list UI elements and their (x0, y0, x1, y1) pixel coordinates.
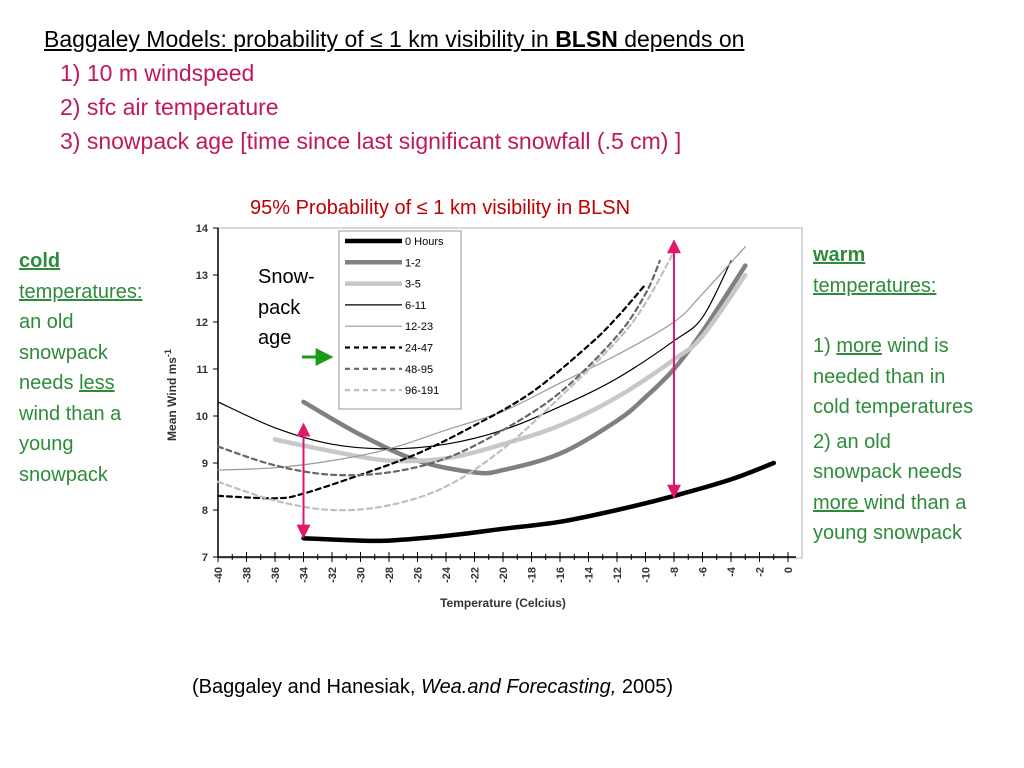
citation: (Baggaley and Hanesiak, Wea.and Forecast… (192, 676, 673, 699)
slide-title: Baggaley Models: probability of ≤ 1 km v… (44, 26, 744, 53)
chart-title: 95% Probability of ≤ 1 km visibility in … (250, 197, 631, 219)
x-tick-label: -40 (213, 567, 225, 583)
legend-label: 24-47 (405, 343, 433, 355)
warm-temperatures-note: warm temperatures: 1) more wind is neede… (813, 240, 1023, 549)
x-tick-label: -18 (527, 567, 539, 583)
x-tick-label: -20 (498, 567, 510, 583)
axes: -40 -38 -36 -34 -32 -30 -28 -26 -24 -22 -20 -18 -16-… (163, 223, 796, 610)
x-tick-label: -34 (299, 566, 311, 583)
warm-note-text: wind than a (864, 491, 967, 514)
legend-label: 1-2 (405, 257, 421, 269)
x-tick-label: -2 (755, 567, 767, 577)
series-line-1 (301, 460, 777, 544)
y-tick-label: 10 (196, 411, 208, 423)
x-tick-label: -10 (641, 567, 653, 583)
warm-note-text: wind is (881, 335, 949, 357)
x-tick-label: -12 (612, 567, 624, 583)
cold-temperatures-note: cold temperatures: an old snowpack needs… (19, 246, 189, 490)
x-tick-label: -38 (242, 567, 254, 583)
cold-note-line: snowpack (19, 463, 108, 486)
x-tick-label: -24 (441, 566, 453, 583)
x-tick-label: -36 (270, 567, 282, 583)
citation-journal: Wea.and Forecasting, (421, 676, 617, 698)
series-line-2 (301, 263, 748, 476)
y-axis-label: Mean Wind ms-1 (163, 349, 179, 441)
series-line-6 (216, 283, 647, 500)
annotations (296, 239, 681, 539)
warm-note-line: young snowpack (813, 522, 962, 544)
legend-label: 0 Hours (405, 236, 444, 248)
more-emphasis: more (813, 491, 865, 514)
x-axis-label: Temperature (Celcius) (440, 596, 566, 610)
cold-note-line: young (19, 433, 74, 455)
x-tick-label: 0 (783, 567, 795, 573)
legend-label: 3-5 (405, 279, 421, 291)
point-snowpack-age: 3) snowpack age [time since last signifi… (60, 128, 682, 154)
warm-note-line: snowpack needs (813, 461, 962, 483)
cold-note-line: needs less (19, 368, 189, 399)
y-tick-label: 14 (196, 223, 209, 235)
y-tick-label: 7 (202, 552, 208, 564)
warm-note-text: 1) (813, 335, 837, 357)
warm-note-line: more wind than a (813, 488, 1023, 519)
legend-label: 6-11 (405, 300, 426, 312)
title-bold: BLSN (555, 26, 618, 52)
warm-note-line: 2) an old (813, 430, 891, 453)
cold-note-line: wind than a (19, 402, 122, 425)
citation-year: 2005) (616, 676, 674, 698)
x-tick-label: -4 (726, 566, 738, 577)
warm-note-line: cold temperatures (813, 396, 974, 418)
y-tick-label: 8 (202, 505, 208, 517)
cold-temperatures-label: temperatures: (19, 280, 143, 303)
series-line-3 (272, 272, 748, 464)
point-temperature: 2) sfc air temperature (60, 94, 279, 120)
point-windspeed: 1) 10 m windspeed (60, 60, 255, 86)
legend-label: 12-23 (405, 321, 433, 333)
less-emphasis: less (79, 372, 115, 394)
y-tick-label: 9 (202, 458, 208, 470)
x-tick-label: -16 (555, 567, 567, 583)
y-axis-label-superscript: -1 (163, 349, 173, 357)
y-tick-label: 11 (196, 364, 208, 376)
x-tick-label: -22 (470, 567, 482, 583)
more-emphasis: more (836, 335, 882, 357)
x-tick-label: -28 (384, 567, 396, 583)
legend: 0 Hours 1-2 3-5 6-11 12-23 24-47 48-95 96-191 (345, 236, 444, 397)
x-tick-label: -32 (327, 567, 339, 583)
warm-note-line: needed than in (813, 365, 946, 388)
cold-label: cold (19, 250, 61, 272)
citation-authors: (Baggaley and Hanesiak, (192, 676, 422, 698)
legend-label: 96-191 (405, 385, 439, 397)
x-tick-label: -8 (669, 567, 681, 577)
x-tick-label: -30 (356, 567, 368, 583)
y-tick-label: 13 (196, 270, 208, 282)
y-tick-label: 12 (196, 317, 208, 329)
warm-temperatures-label: temperatures: (813, 274, 937, 297)
x-tick-label: -6 (698, 567, 710, 577)
warm-label: warm (813, 244, 866, 266)
cold-note-line: snowpack (19, 341, 108, 364)
x-tick-label: -26 (413, 567, 425, 583)
legend-label: 48-95 (405, 364, 433, 376)
title-suffix: depends on (617, 26, 745, 52)
snowpack-age-label: Snow-pack age (258, 266, 315, 349)
legend-box (338, 230, 462, 410)
cold-note-line: an old (19, 311, 74, 333)
warm-note-line: 1) more wind is (813, 331, 1023, 362)
title-prefix: Baggaley Models: probability of ≤ 1 km v… (44, 26, 556, 52)
cold-note-text: needs (19, 372, 80, 394)
x-tick-label: -14 (584, 566, 596, 583)
